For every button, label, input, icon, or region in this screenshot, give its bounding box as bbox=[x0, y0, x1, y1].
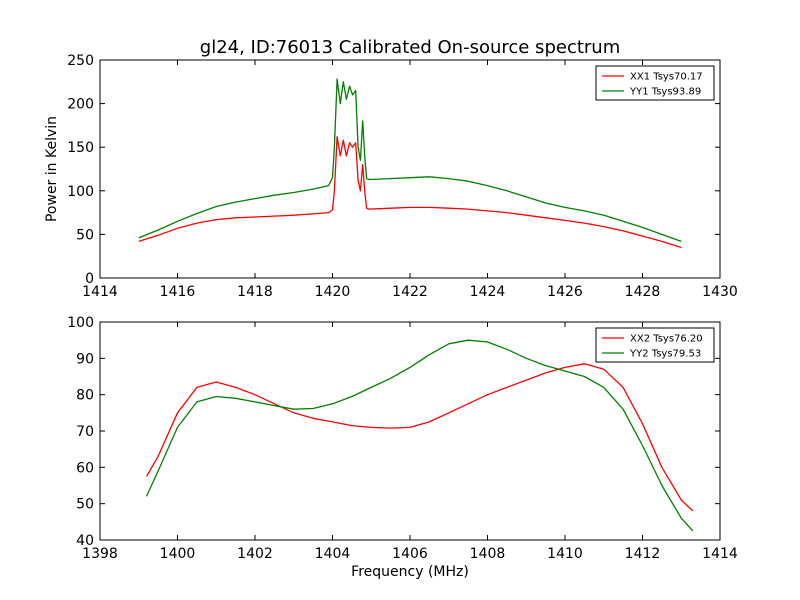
y-tick-label: 40 bbox=[76, 533, 94, 549]
series-line-2-2 bbox=[145, 339, 694, 532]
x-tick-label: 1404 bbox=[315, 546, 351, 562]
legend-label: XX1 Tsys70.17 bbox=[630, 72, 703, 83]
series-line-1-1 bbox=[138, 136, 682, 249]
x-tick-label: 1410 bbox=[547, 546, 583, 562]
x-tick-label: 1412 bbox=[625, 546, 661, 562]
y-tick-label: 50 bbox=[76, 227, 94, 243]
y-tick-label: 90 bbox=[76, 351, 94, 367]
y-tick-label: 0 bbox=[85, 271, 94, 287]
legend-box bbox=[595, 327, 715, 363]
x-tick-label: 1430 bbox=[702, 284, 738, 300]
x-tick-label: 1406 bbox=[392, 546, 428, 562]
legend-label: XX2 Tsys76.20 bbox=[630, 334, 703, 345]
y-tick-label: 50 bbox=[76, 497, 94, 513]
y-tick-label: 250 bbox=[67, 53, 94, 69]
x-axis-label: Frequency (MHz) bbox=[351, 564, 469, 580]
y-tick-label: 100 bbox=[67, 315, 94, 331]
y-tick-label: 70 bbox=[76, 424, 94, 440]
figure-title: gl24, ID:76013 Calibrated On-source spec… bbox=[200, 37, 620, 58]
x-tick-label: 1408 bbox=[470, 546, 506, 562]
legend-label: YY1 Tsys93.89 bbox=[629, 87, 701, 98]
legend-box bbox=[595, 65, 715, 101]
y-tick-label: 150 bbox=[67, 140, 94, 156]
x-tick-label: 1400 bbox=[160, 546, 196, 562]
series-line-1-2 bbox=[138, 78, 682, 243]
series-line-2-1 bbox=[145, 363, 694, 512]
x-tick-label: 1402 bbox=[237, 546, 273, 562]
y-tick-label: 100 bbox=[67, 184, 94, 200]
x-tick-label: 1414 bbox=[702, 546, 738, 562]
x-tick-label: 1426 bbox=[547, 284, 583, 300]
y-axis-label: Power in Kelvin bbox=[44, 116, 60, 222]
x-tick-label: 1416 bbox=[160, 284, 196, 300]
x-tick-label: 1420 bbox=[315, 284, 351, 300]
x-tick-label: 1414 bbox=[82, 284, 118, 300]
y-tick-label: 200 bbox=[67, 97, 94, 113]
y-tick-label: 80 bbox=[76, 388, 94, 404]
plot-1: 1414 1416 1418 1420 1422 1424 1426 1428 1430 0 50 1… bbox=[44, 53, 738, 300]
x-tick-label: 1428 bbox=[625, 284, 661, 300]
x-tick-label: 1424 bbox=[470, 284, 506, 300]
x-tick-label: 1418 bbox=[237, 284, 273, 300]
y-tick-label: 60 bbox=[76, 460, 94, 476]
x-tick-label: 1398 bbox=[82, 546, 118, 562]
legend: XX1 Tsys70.17 YY1 Tsys93.89 bbox=[595, 65, 715, 101]
legend: XX2 Tsys76.20 YY2 Tsys79.53 bbox=[595, 327, 715, 363]
legend-label: YY2 Tsys79.53 bbox=[629, 349, 701, 360]
plot-2: 1398 1400 1402 1404 1406 1408 1410 1412 1414 40 50… bbox=[67, 315, 738, 580]
x-tick-label: 1422 bbox=[392, 284, 428, 300]
